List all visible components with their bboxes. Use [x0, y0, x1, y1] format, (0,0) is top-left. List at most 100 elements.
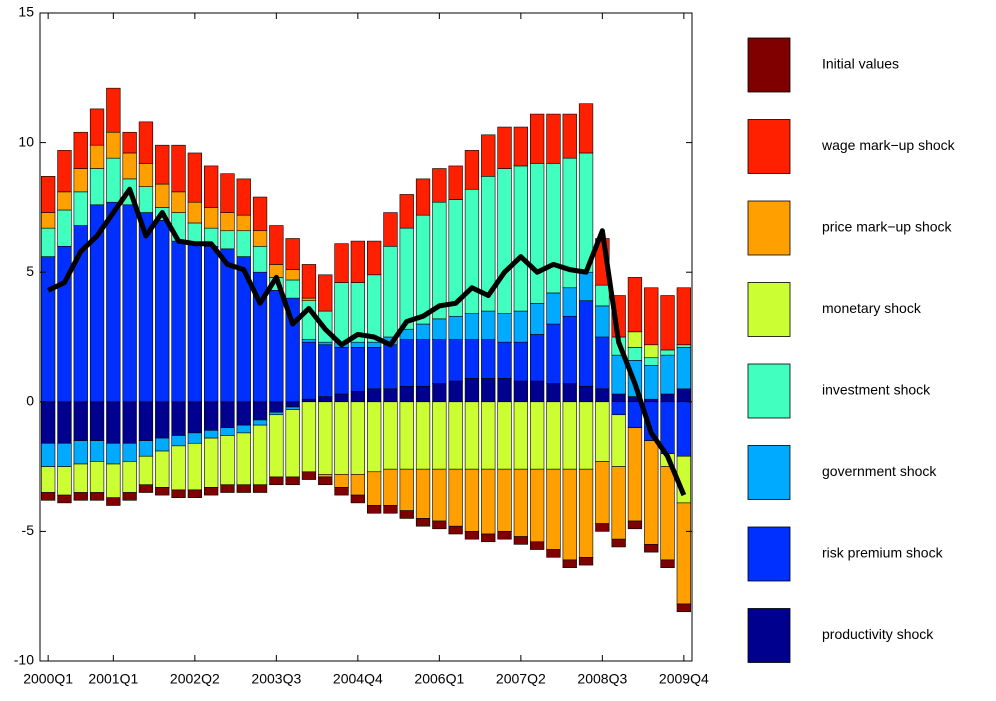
bar-segment: [497, 468, 512, 532]
bar-segment: [481, 468, 496, 535]
bar-segment: [562, 401, 577, 470]
bar-segment: [383, 388, 398, 403]
bar-segment: [220, 427, 235, 436]
bar-segment: [204, 401, 219, 431]
bar-segment: [383, 344, 398, 390]
y-tick-label: 5: [26, 263, 34, 279]
bar-segment: [106, 463, 121, 499]
bar-segment: [546, 401, 561, 470]
bar-segment: [106, 157, 121, 203]
bar-segment: [432, 383, 447, 403]
bar-segment: [138, 484, 154, 493]
bar-segment: [513, 536, 528, 545]
bar-segment: [546, 323, 561, 384]
bar-segment: [513, 401, 528, 470]
y-tick-label: -10: [14, 652, 34, 668]
bar-segment: [350, 347, 365, 392]
bar-segment: [448, 339, 463, 382]
bar-segment: [318, 401, 333, 475]
bar-segment: [399, 385, 414, 403]
bar-segment: [318, 344, 333, 397]
bar-segment: [367, 388, 382, 403]
bar-segment: [269, 225, 284, 265]
bar-segment: [236, 484, 251, 493]
bar-segment: [530, 541, 545, 550]
bar-segment: [318, 274, 333, 312]
bar-segment: [350, 341, 365, 348]
bar-segment: [269, 411, 284, 416]
bar-segment: [220, 212, 235, 232]
legend-label: government shock: [822, 463, 937, 479]
bar-segment: [660, 466, 675, 561]
legend-label: investment shock: [822, 382, 931, 398]
bar-segment: [562, 113, 577, 159]
bar-segment: [546, 383, 561, 403]
bar-segment: [611, 466, 626, 540]
bar-segment: [595, 336, 610, 390]
bar-segment: [415, 178, 431, 216]
bar-segment: [236, 178, 251, 216]
bar-segment: [187, 243, 202, 403]
bar-segment: [220, 173, 235, 213]
bar-segment: [481, 401, 496, 470]
bar-segment: [367, 240, 382, 276]
bar-segment: [236, 432, 251, 486]
bar-segment: [171, 445, 186, 491]
bar-segment: [497, 341, 512, 379]
bar-segment: [660, 295, 675, 351]
bar-segment: [155, 183, 170, 208]
bar-segment: [171, 240, 186, 403]
bar-segment: [464, 468, 480, 532]
bar-segment: [676, 388, 691, 403]
bar-segment: [513, 126, 528, 167]
legend-label: Initial values: [822, 56, 899, 72]
bar-segment: [89, 440, 105, 462]
bar-segment: [285, 238, 300, 270]
bar-segment: [301, 398, 317, 403]
bar-segment: [627, 347, 643, 361]
bar-segment: [676, 401, 691, 457]
bar-segment: [676, 347, 691, 390]
bar-segment: [644, 365, 659, 400]
bar-segment: [399, 339, 414, 387]
bar-segment: [187, 432, 202, 444]
bar-segment: [318, 474, 333, 478]
bar-segment: [236, 424, 251, 434]
bar-segment: [513, 341, 528, 382]
bar-segment: [57, 150, 72, 193]
bar-segment: [155, 487, 170, 496]
bar-segment: [546, 468, 561, 550]
bar-segment: [464, 378, 480, 403]
bar-segment: [530, 163, 545, 304]
y-tick-label: 0: [26, 393, 34, 409]
bar-segment: [204, 437, 219, 488]
bar-segment: [367, 505, 382, 514]
y-tick-label: 10: [18, 133, 34, 149]
bar-segment: [89, 108, 105, 146]
bar-segment: [513, 380, 528, 403]
bar-segment: [41, 401, 56, 444]
bar-segment: [334, 347, 349, 395]
bar-segment: [334, 487, 349, 496]
bar-segment: [578, 300, 594, 387]
bar-segment: [89, 144, 105, 169]
bar-segment: [399, 401, 414, 470]
bar-segment: [171, 435, 186, 447]
bar-segment: [595, 388, 610, 403]
bar-segment: [595, 284, 610, 307]
bar-segment: [171, 191, 186, 213]
bar-segment: [122, 131, 137, 154]
bar-segment: [578, 385, 594, 403]
bar-segment: [138, 121, 154, 164]
x-tick-label: 2000Q1: [23, 671, 73, 687]
bar-segment: [334, 393, 349, 403]
legend-swatch: [747, 526, 791, 582]
bar-segment: [383, 212, 398, 247]
bar-segment: [57, 494, 72, 504]
bar-segment: [73, 191, 88, 226]
bar-segment: [660, 349, 675, 356]
bar-segment: [497, 378, 512, 403]
bar-segment: [41, 442, 56, 467]
bar-segment: [138, 186, 154, 213]
